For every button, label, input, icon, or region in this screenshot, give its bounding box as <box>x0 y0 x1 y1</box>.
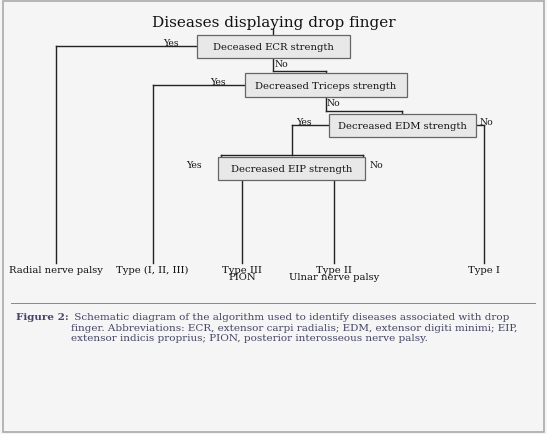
Text: No: No <box>327 99 341 108</box>
Text: Type I: Type I <box>468 265 499 274</box>
Text: Type II: Type II <box>316 265 352 274</box>
Text: Yes: Yes <box>296 118 312 127</box>
Text: Decreased EIP strength: Decreased EIP strength <box>231 164 353 174</box>
Text: Type III: Type III <box>222 265 262 274</box>
Text: PION: PION <box>228 272 256 281</box>
FancyBboxPatch shape <box>245 74 408 98</box>
Text: Figure 2:: Figure 2: <box>16 312 69 322</box>
Text: Diseases displaying drop finger: Diseases displaying drop finger <box>152 16 395 30</box>
Text: Type (I, II, III): Type (I, II, III) <box>117 265 189 274</box>
Text: Radial nerve palsy: Radial nerve palsy <box>9 265 102 274</box>
Text: Yes: Yes <box>211 78 226 86</box>
Text: Yes: Yes <box>186 161 201 170</box>
Text: Deceased ECR strength: Deceased ECR strength <box>213 43 334 52</box>
Text: Ulnar nerve palsy: Ulnar nerve palsy <box>289 272 379 281</box>
Text: Decreased EDM strength: Decreased EDM strength <box>337 122 467 131</box>
Text: Decreased Triceps strength: Decreased Triceps strength <box>255 82 397 91</box>
Text: Schematic diagram of the algorithm used to identify diseases associated with dro: Schematic diagram of the algorithm used … <box>71 312 517 342</box>
FancyBboxPatch shape <box>197 36 350 59</box>
FancyBboxPatch shape <box>329 115 476 138</box>
Text: Yes: Yes <box>164 39 179 48</box>
Text: No: No <box>369 161 383 170</box>
FancyBboxPatch shape <box>218 158 365 181</box>
Text: No: No <box>479 118 493 127</box>
Text: No: No <box>275 60 288 69</box>
